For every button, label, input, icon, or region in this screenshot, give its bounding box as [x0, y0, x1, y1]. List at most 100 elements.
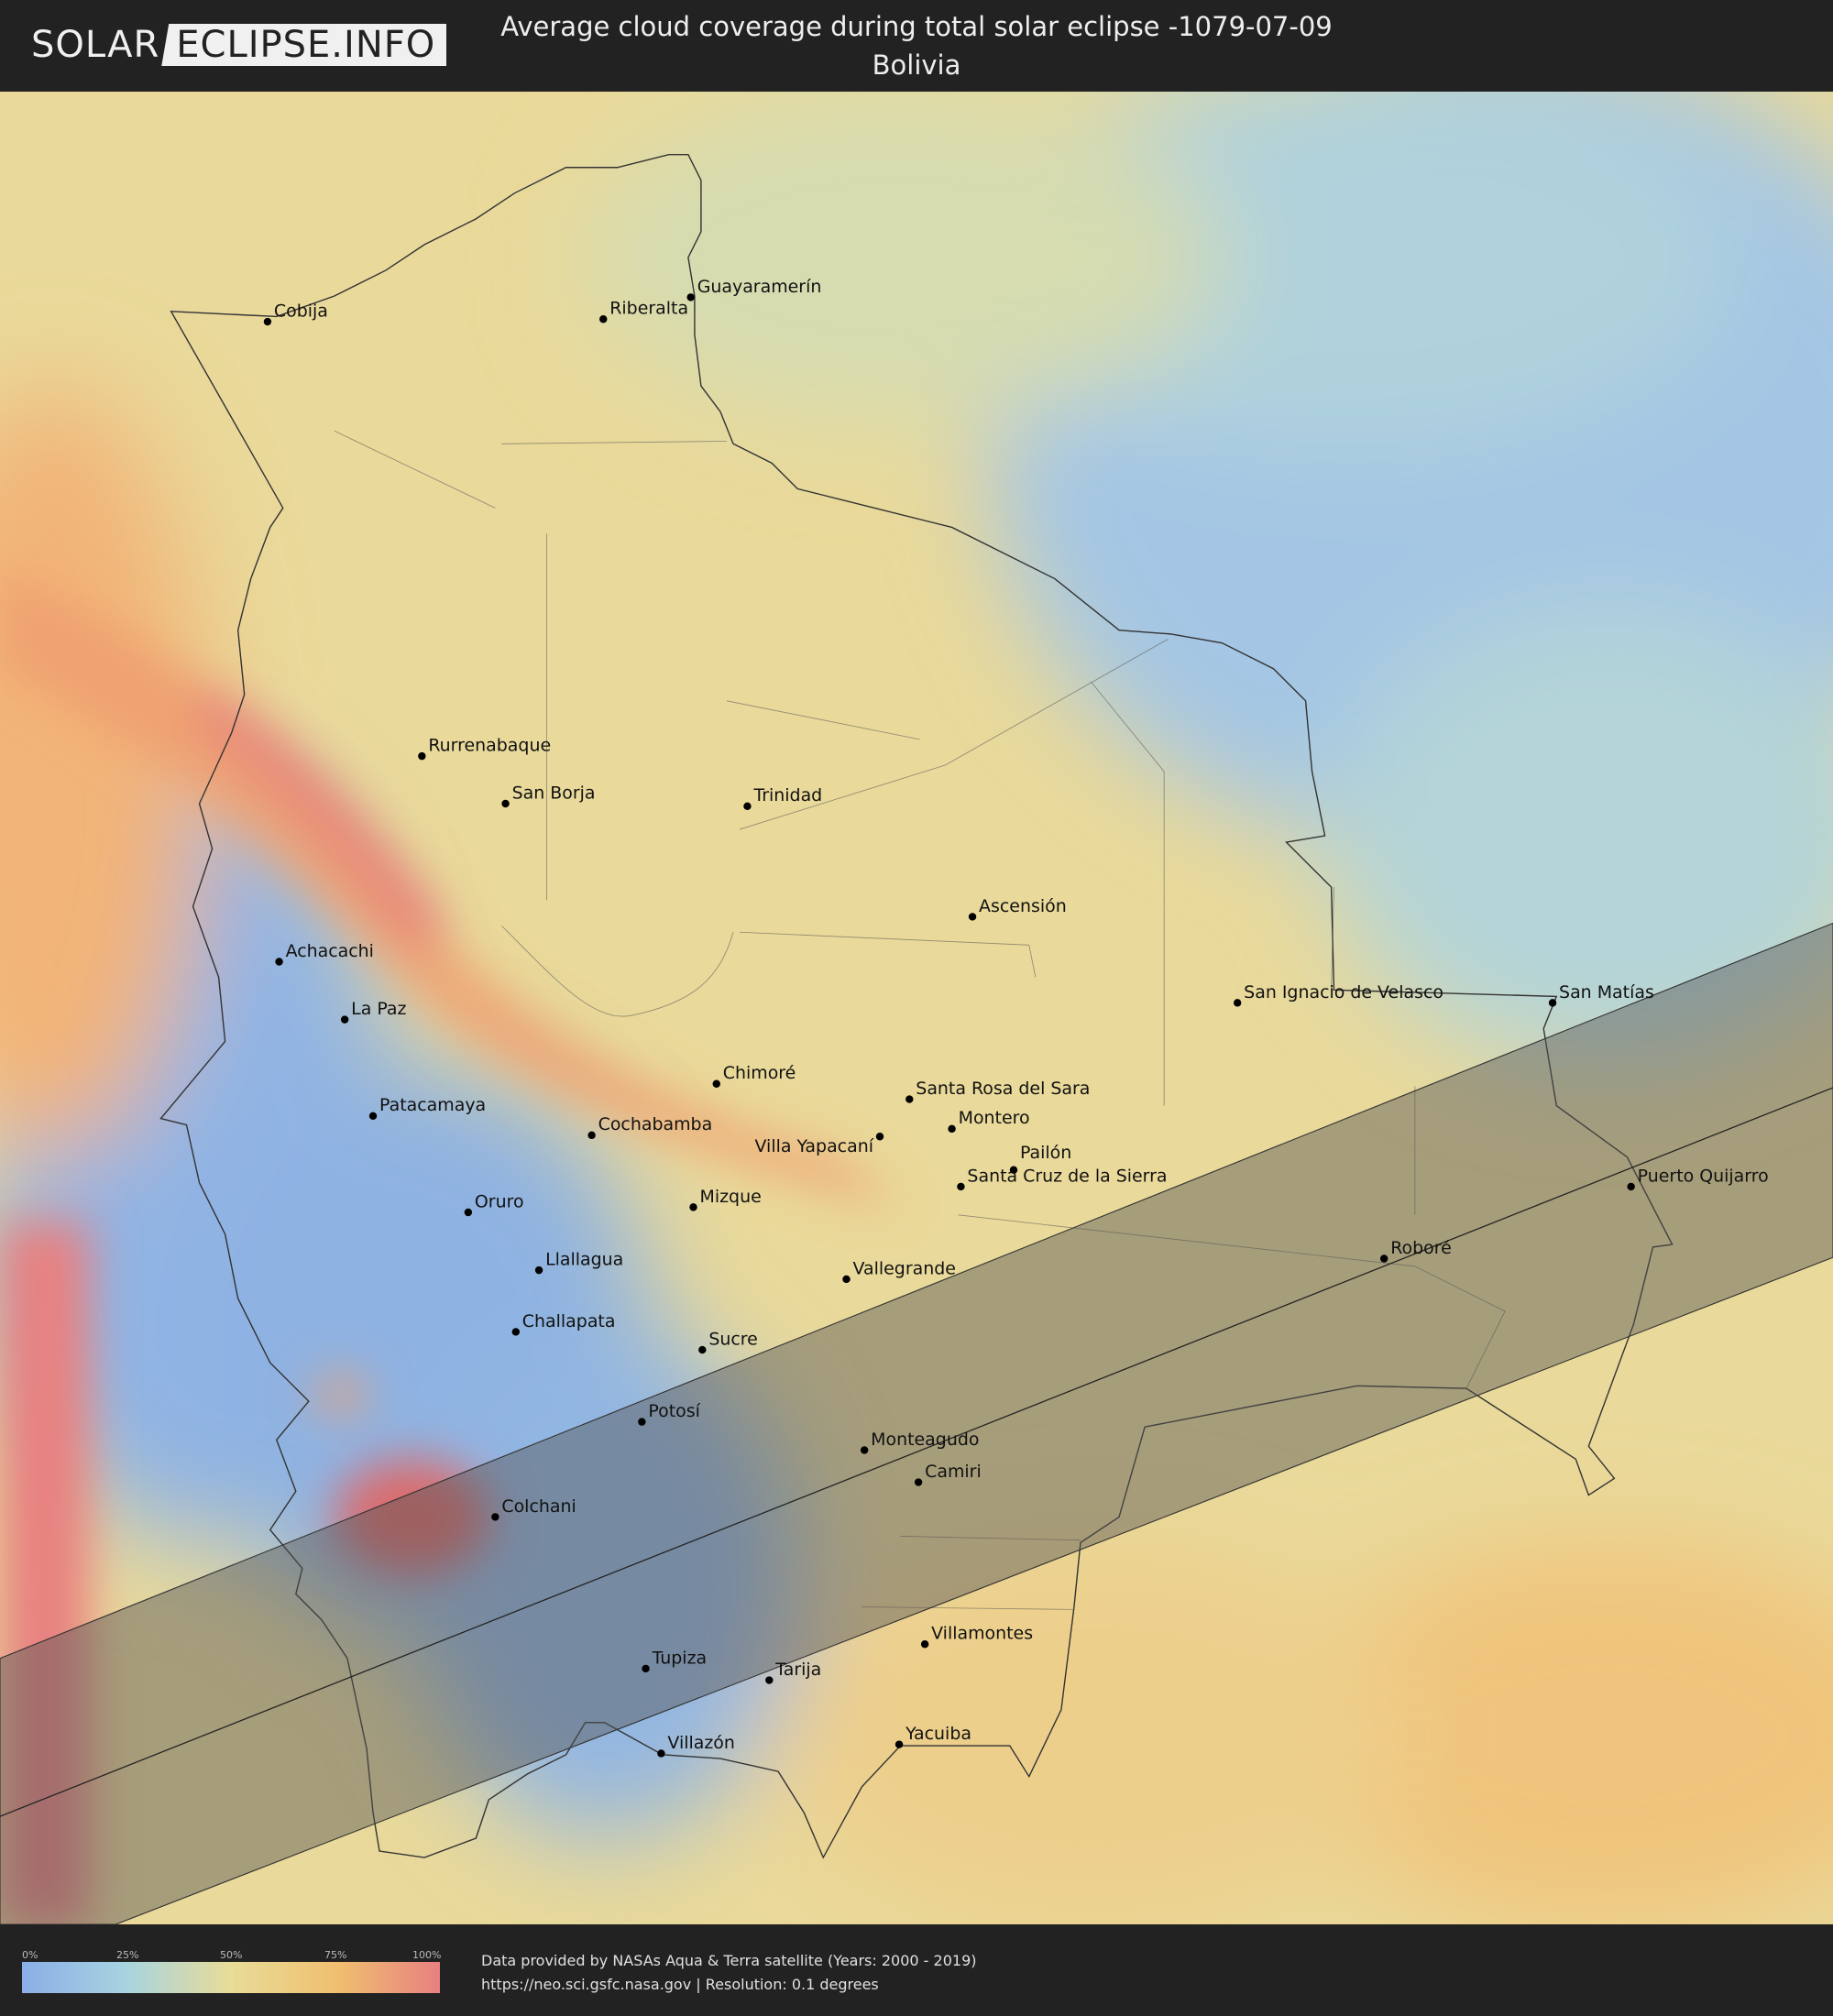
city-cochabamba[interactable]: Cochabamba — [587, 1114, 713, 1140]
city-tupiza[interactable]: Tupiza — [642, 1648, 708, 1673]
city-label: Riberalta — [609, 299, 688, 319]
city-sucre[interactable]: Sucre — [698, 1329, 758, 1354]
city-cobija[interactable]: Cobija — [263, 301, 328, 326]
logo-right: ECLIPSE.INFO — [161, 24, 447, 66]
city-dot — [895, 1740, 904, 1748]
city-label: Roboré — [1390, 1238, 1452, 1258]
city-san-ignacio-de-velasco[interactable]: San Ignacio de Velasco — [1233, 982, 1443, 1007]
city-vallegrande[interactable]: Vallegrande — [842, 1258, 956, 1284]
city-oruro[interactable]: Oruro — [464, 1191, 524, 1217]
city-label: Cochabamba — [598, 1114, 713, 1134]
city-tarija[interactable]: Tarija — [765, 1660, 821, 1684]
footer: 0% 25% 50% 75% 100% Data provided by NAS… — [0, 1924, 1833, 2016]
city-dot — [642, 1664, 650, 1673]
city-ascensi-n[interactable]: Ascensión — [968, 896, 1067, 921]
city-label: Mizque — [700, 1187, 762, 1207]
city-label: Guayaramerín — [697, 277, 822, 297]
city-label: Monteagudo — [871, 1430, 979, 1450]
city-san-mat-as[interactable]: San Matías — [1548, 982, 1654, 1007]
city-chimor-[interactable]: Chimoré — [712, 1063, 796, 1088]
logo[interactable]: SOLAR ECLIPSE.INFO — [31, 22, 447, 68]
city-dot — [914, 1478, 923, 1486]
city-dot — [418, 751, 426, 761]
city-montero[interactable]: Montero — [948, 1108, 1030, 1134]
city-santa-rosa-del-sara[interactable]: Santa Rosa del Sara — [906, 1079, 1090, 1103]
city-villamontes[interactable]: Villamontes — [920, 1624, 1033, 1649]
page-title: Average cloud coverage during total sola… — [431, 7, 1402, 84]
city-mizque[interactable]: Mizque — [689, 1187, 762, 1211]
city-label: Chimoré — [723, 1063, 796, 1083]
city-label: Challapata — [522, 1311, 616, 1331]
department-border — [739, 931, 1037, 978]
city-rurrenabaque[interactable]: Rurrenabaque — [418, 736, 551, 761]
city-trinidad[interactable]: Trinidad — [743, 785, 822, 811]
logo-left: SOLAR — [31, 24, 160, 66]
city-dot — [689, 1203, 697, 1211]
city-dot — [698, 1345, 707, 1354]
city-riberalta[interactable]: Riberalta — [599, 299, 688, 323]
city-pail-n[interactable]: Pailón — [1009, 1143, 1072, 1174]
city-dot — [765, 1676, 774, 1684]
city-dot — [968, 913, 977, 921]
department-border — [501, 441, 727, 444]
city-label: Sucre — [708, 1329, 757, 1349]
legend-tick: 100% — [412, 1949, 442, 1961]
legend-tick: 75% — [324, 1949, 347, 1961]
city-santa-cruz-de-la-sierra[interactable]: Santa Cruz de la Sierra — [957, 1166, 1168, 1191]
city-label: Montero — [959, 1108, 1030, 1128]
department-border — [1331, 887, 1334, 991]
city-dot — [599, 315, 608, 323]
city-dot — [368, 1112, 378, 1121]
city-puerto-quijarro[interactable]: Puerto Quijarro — [1627, 1166, 1769, 1191]
city-colchani[interactable]: Colchani — [491, 1496, 576, 1521]
city-dot — [587, 1131, 596, 1140]
city-monteagudo[interactable]: Monteagudo — [860, 1430, 980, 1454]
city-dot — [340, 1015, 349, 1024]
city-label: Tupiza — [652, 1648, 708, 1668]
city-label: San Ignacio de Velasco — [1244, 982, 1443, 1003]
legend-tick: 0% — [22, 1949, 38, 1961]
city-yacuiba[interactable]: Yacuiba — [895, 1724, 971, 1748]
city-villaz-n[interactable]: Villazón — [657, 1733, 735, 1758]
city-label: Villazón — [667, 1733, 734, 1753]
city-label: Vallegrande — [853, 1258, 956, 1278]
city-dot — [712, 1079, 720, 1088]
department-border — [739, 639, 1169, 830]
city-villa-yapacan-[interactable]: Villa Yapacaní — [755, 1133, 884, 1156]
city-label: Santa Rosa del Sara — [916, 1079, 1090, 1099]
legend-tick: 25% — [116, 1949, 139, 1961]
city-robor-[interactable]: Roboré — [1379, 1238, 1452, 1263]
city-label: Pailón — [1020, 1143, 1071, 1163]
city-dot — [638, 1418, 646, 1426]
title-line-2: Bolivia — [872, 49, 961, 81]
city-dot — [501, 799, 510, 808]
city-guayaramer-n[interactable]: Guayaramerín — [686, 277, 821, 301]
city-camiri[interactable]: Camiri — [914, 1462, 982, 1486]
city-label: Tarija — [774, 1660, 821, 1680]
city-label: Santa Cruz de la Sierra — [967, 1166, 1167, 1186]
legend-tick: 50% — [220, 1949, 243, 1961]
city-potos-[interactable]: Potosí — [638, 1401, 701, 1426]
city-label: Potosí — [648, 1401, 700, 1421]
city-dot — [1548, 999, 1557, 1007]
header: SOLAR ECLIPSE.INFO Average cloud coverag… — [0, 0, 1833, 92]
eclipse-center-line — [0, 1087, 1833, 1817]
city-label: Colchani — [501, 1496, 576, 1517]
city-dot — [534, 1265, 543, 1275]
bolivia-border — [159, 154, 1674, 1859]
cloud-coverage-map[interactable]: Cobija Riberalta Guayaramerín Rurrenabaque S… — [0, 92, 1833, 1924]
department-border — [900, 1536, 1081, 1541]
title-line-1: Average cloud coverage during total sola… — [500, 11, 1333, 42]
city-dot — [920, 1640, 929, 1649]
city-dot — [875, 1133, 884, 1141]
eclipse-path — [0, 922, 1833, 1924]
cloud-heatmap — [0, 92, 1833, 1924]
city-llallagua[interactable]: Llallagua — [534, 1250, 623, 1275]
city-dot — [860, 1446, 869, 1454]
city-san-borja[interactable]: San Borja — [501, 783, 596, 808]
city-challapata[interactable]: Challapata — [511, 1311, 616, 1336]
city-la-paz[interactable]: La Paz — [340, 999, 407, 1024]
city-achacachi[interactable]: Achacachi — [275, 941, 374, 966]
city-patacamaya[interactable]: Patacamaya — [368, 1095, 486, 1121]
department-border — [958, 1214, 1506, 1389]
